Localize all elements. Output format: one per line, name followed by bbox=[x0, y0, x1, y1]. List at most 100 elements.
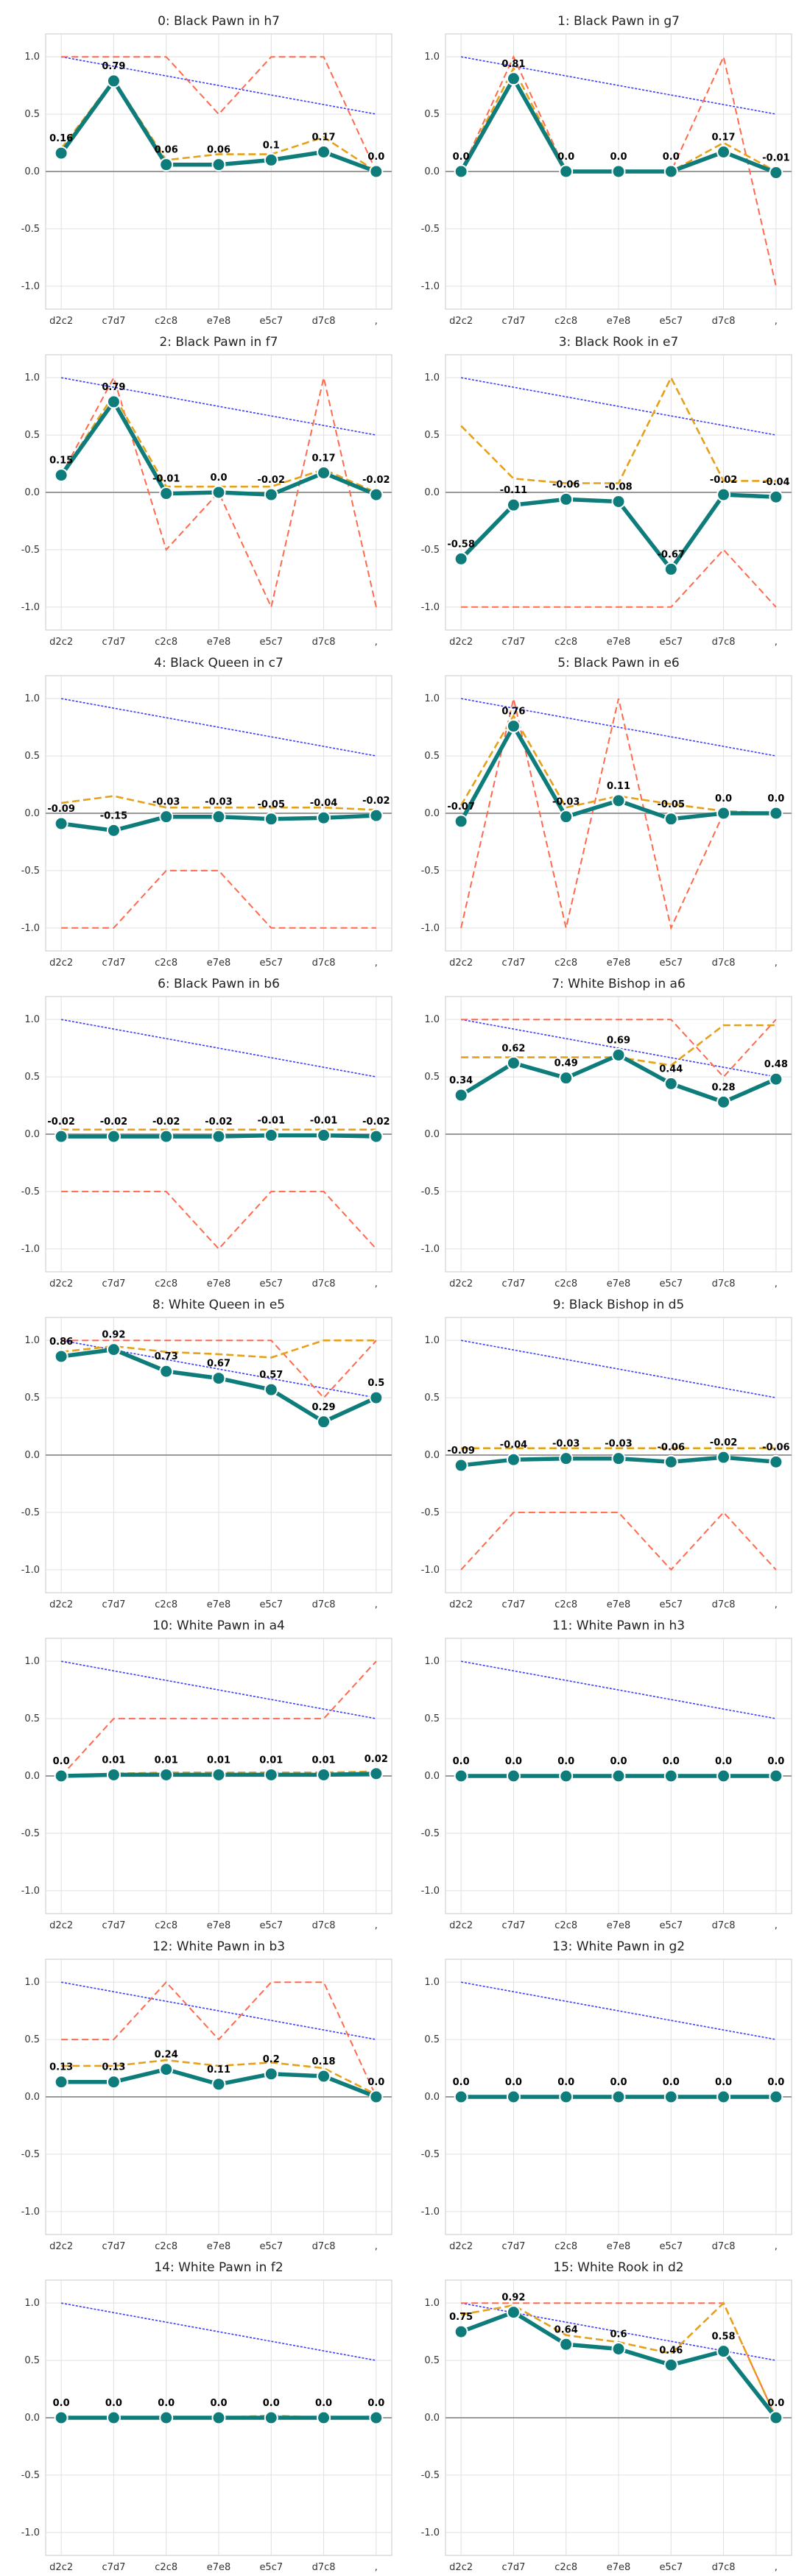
x-tick-label: d2c2 bbox=[49, 316, 73, 327]
y-tick-label: 0.0 bbox=[424, 166, 440, 177]
reference-line bbox=[461, 1981, 776, 2040]
x-tick-label: d7c8 bbox=[312, 958, 336, 969]
x-tick-label: e7e8 bbox=[207, 1920, 231, 1931]
y-tick-label: -0.5 bbox=[421, 2149, 440, 2160]
data-point bbox=[211, 1129, 226, 1144]
data-label: 0.0 bbox=[505, 2077, 522, 2088]
data-point bbox=[54, 146, 68, 160]
x-tick-label: e7e8 bbox=[607, 1278, 631, 1289]
y-tick-label: 0.5 bbox=[424, 430, 440, 441]
data-point bbox=[159, 1364, 174, 1379]
data-point bbox=[264, 487, 278, 502]
x-tick-label: , bbox=[375, 637, 378, 648]
x-tick-label: e5c7 bbox=[259, 1599, 283, 1610]
x-tick-label: e7e8 bbox=[207, 637, 231, 648]
data-point bbox=[264, 2067, 278, 2081]
data-label: 0.79 bbox=[102, 61, 125, 72]
x-tick-label: c2c8 bbox=[554, 958, 577, 969]
y-tick-label: -1.0 bbox=[421, 923, 440, 934]
reference-line bbox=[61, 1981, 376, 2040]
data-point bbox=[663, 1454, 678, 1469]
data-label: 0.0 bbox=[557, 2077, 574, 2088]
data-point bbox=[317, 2069, 331, 2084]
x-tick-label: , bbox=[775, 2562, 778, 2573]
x-tick-label: e5c7 bbox=[659, 1599, 683, 1610]
x-tick-label: c7d7 bbox=[102, 637, 125, 648]
x-tick-label: c2c8 bbox=[554, 1920, 577, 1931]
x-tick-label: d7c8 bbox=[312, 637, 336, 648]
x-tick-label: e5c7 bbox=[659, 316, 683, 327]
data-point bbox=[264, 152, 278, 167]
y-tick-label: -1.0 bbox=[21, 1565, 40, 1576]
data-point bbox=[211, 158, 226, 172]
y-tick-label: 1.0 bbox=[24, 1335, 40, 1346]
data-point bbox=[369, 1766, 384, 1781]
data-label: 0.06 bbox=[155, 145, 178, 156]
chart-panel: 1.0 0.5 0.0 -0.5 -1.0 d2c2 c7d7 c2c8 e7e8 e5c7 d7c… bbox=[21, 14, 392, 327]
chart-panel: 1.0 0.5 0.0 -0.5 -1.0 d2c2 c7d7 c2c8 e7e8 e5c7 d7c… bbox=[421, 2260, 792, 2573]
data-label: -0.01 bbox=[258, 1116, 285, 1127]
data-label: -0.09 bbox=[447, 1446, 474, 1457]
x-tick-label: , bbox=[775, 637, 778, 648]
y-tick-label: 0.0 bbox=[24, 2413, 40, 2424]
data-point bbox=[506, 1452, 521, 1467]
data-label: 0.69 bbox=[607, 1035, 630, 1046]
data-label: 0.02 bbox=[364, 1754, 388, 1765]
data-label: 0.01 bbox=[155, 1755, 178, 1766]
x-tick-label: e7e8 bbox=[607, 1920, 631, 1931]
data-label: 0.0 bbox=[53, 1756, 70, 1767]
y-tick-label: -1.0 bbox=[21, 1244, 40, 1255]
x-tick-label: d2c2 bbox=[49, 958, 73, 969]
y-tick-label: 0.0 bbox=[424, 2413, 440, 2424]
data-label: 0.0 bbox=[610, 1756, 627, 1767]
y-tick-label: 0.0 bbox=[24, 808, 40, 819]
data-point bbox=[663, 2090, 678, 2104]
data-label: 0.64 bbox=[554, 2324, 578, 2335]
y-tick-label: 0.5 bbox=[24, 751, 40, 762]
x-tick-label: c2c8 bbox=[155, 1278, 177, 1289]
data-label: -0.05 bbox=[658, 799, 685, 810]
chart-panel: 1.0 0.5 0.0 -0.5 -1.0 d2c2 c7d7 c2c8 e7e8 e5c7 d7c… bbox=[21, 1298, 392, 1610]
x-tick-label: d2c2 bbox=[49, 1920, 73, 1931]
data-label: 0.6 bbox=[610, 2329, 627, 2340]
data-label: 0.0 bbox=[53, 2398, 70, 2409]
x-tick-label: c2c8 bbox=[155, 958, 177, 969]
x-tick-label: , bbox=[775, 1278, 778, 1289]
data-label: 0.62 bbox=[501, 1043, 525, 1054]
chart-panel: 1.0 0.5 0.0 -0.5 -1.0 d2c2 c7d7 c2c8 e7e8 e5c7 d7c… bbox=[421, 656, 792, 969]
y-tick-label: 1.0 bbox=[424, 52, 440, 63]
data-point bbox=[716, 1769, 731, 1783]
y-tick-label: 1.0 bbox=[24, 1656, 40, 1667]
y-tick-label: 0.0 bbox=[424, 808, 440, 819]
data-point bbox=[159, 486, 174, 501]
data-point bbox=[159, 158, 174, 172]
data-label: 0.34 bbox=[449, 1075, 473, 1086]
data-label: 0.1 bbox=[263, 140, 280, 151]
data-label: 0.44 bbox=[659, 1064, 683, 1075]
data-point bbox=[211, 2410, 226, 2425]
data-point bbox=[106, 1767, 121, 1782]
x-tick-label: d7c8 bbox=[312, 2562, 336, 2573]
y-tick-label: -0.5 bbox=[21, 866, 40, 877]
y-tick-label: 1.0 bbox=[424, 1335, 440, 1346]
data-point bbox=[454, 814, 468, 829]
data-label: -0.67 bbox=[658, 549, 685, 560]
data-label: -0.58 bbox=[447, 539, 474, 550]
data-point bbox=[716, 806, 731, 821]
data-label: -0.02 bbox=[710, 1437, 737, 1448]
chart-panel: 1.0 0.5 0.0 -0.5 -1.0 d2c2 c7d7 c2c8 e7e8 e5c7 d7c… bbox=[21, 656, 392, 969]
data-label: -0.02 bbox=[152, 1117, 180, 1128]
x-tick-label: c7d7 bbox=[501, 1920, 525, 1931]
data-label: 0.06 bbox=[207, 145, 230, 156]
bounds-series-line bbox=[461, 548, 777, 608]
x-tick-label: e5c7 bbox=[659, 2562, 683, 2573]
chart-panel: 1.0 0.5 0.0 -0.5 -1.0 d2c2 c7d7 c2c8 e7e8 e5c7 d7c… bbox=[21, 335, 392, 648]
x-tick-label: e5c7 bbox=[659, 2241, 683, 2252]
data-label: 0.76 bbox=[501, 707, 525, 718]
x-tick-label: c7d7 bbox=[102, 1920, 125, 1931]
data-point bbox=[317, 2410, 331, 2425]
data-label: 0.75 bbox=[449, 2312, 473, 2323]
x-tick-label: c7d7 bbox=[501, 637, 525, 648]
reference-line bbox=[61, 377, 376, 436]
x-tick-label: c7d7 bbox=[501, 958, 525, 969]
